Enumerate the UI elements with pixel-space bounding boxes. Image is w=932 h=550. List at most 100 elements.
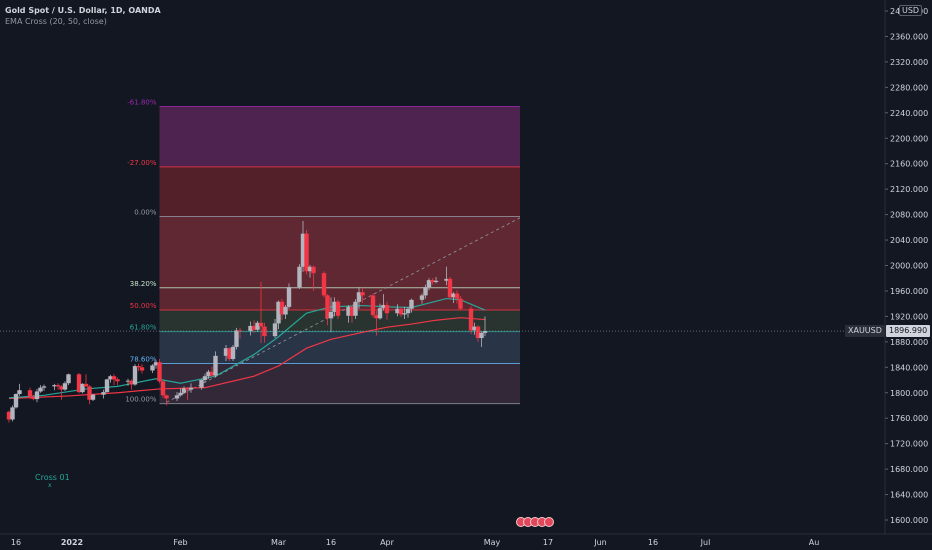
candle-body — [405, 308, 411, 314]
candle-body — [356, 292, 362, 302]
event-icon[interactable] — [544, 517, 554, 527]
candle-body — [482, 331, 488, 333]
candle-body — [458, 298, 463, 309]
candle-body — [468, 308, 474, 331]
candle-body — [304, 233, 309, 272]
candle-body — [300, 233, 306, 267]
price-axis-label: 2080.000 — [890, 211, 928, 220]
time-axis-label: 16 — [11, 538, 21, 547]
candle — [62, 381, 68, 391]
economic-events-markers[interactable] — [516, 517, 554, 529]
candle-body — [279, 301, 285, 315]
candle — [433, 276, 439, 284]
candle-body — [174, 395, 180, 399]
candle — [227, 347, 232, 361]
candle — [276, 300, 281, 330]
indicator-legend[interactable]: EMA Cross (20, 50, close) — [5, 17, 107, 26]
candle-body — [202, 376, 208, 381]
candle-body — [472, 326, 477, 331]
price-axis-label: 1800.000 — [890, 389, 928, 398]
candle-body — [234, 330, 239, 347]
candle — [55, 383, 61, 390]
candle-body — [223, 348, 229, 356]
candle-body — [251, 325, 257, 330]
candle — [279, 298, 285, 321]
candle — [104, 378, 110, 393]
candle-body — [447, 278, 453, 298]
time-axis-label: Feb — [173, 538, 187, 547]
candle — [384, 301, 390, 320]
candle-body — [213, 355, 218, 376]
fib-level-label: 61.80% — [130, 324, 157, 332]
candle-body — [101, 392, 106, 395]
candle-body — [139, 367, 145, 371]
candle — [300, 220, 306, 272]
candle — [150, 364, 155, 374]
price-axis-label: 2120.000 — [890, 185, 928, 194]
candle-body — [80, 383, 85, 393]
candle — [181, 386, 187, 395]
candle-body — [178, 392, 183, 396]
candle-body — [136, 366, 141, 368]
candle-body — [181, 388, 187, 393]
candle — [423, 284, 428, 299]
candle — [468, 306, 474, 335]
candle-body — [433, 280, 439, 283]
last-price-label: 1896.990 — [886, 325, 931, 337]
fib-zone — [159, 166, 520, 217]
candle-body — [111, 376, 117, 380]
candle-body — [346, 306, 351, 316]
currency-label[interactable]: USD — [899, 5, 923, 16]
candle-body — [248, 325, 253, 332]
candle-body — [66, 374, 71, 384]
candle — [202, 373, 208, 383]
candle-body — [311, 266, 316, 274]
candle — [13, 393, 19, 409]
candle-body — [83, 383, 89, 387]
price-axis-label: 1880.000 — [890, 338, 928, 347]
candle-body — [13, 394, 19, 408]
candle — [458, 296, 463, 311]
candle — [206, 369, 211, 379]
candle-body — [52, 385, 57, 387]
candle — [111, 374, 117, 386]
candle-body — [164, 395, 169, 399]
candle — [402, 306, 407, 319]
candle-body — [335, 301, 341, 316]
time-axis-label: 16 — [326, 538, 336, 547]
fib-zone — [159, 363, 520, 404]
fib-level-label: 100.00% — [125, 396, 156, 404]
candle-body — [27, 390, 33, 397]
candle-body — [475, 326, 481, 339]
candle — [160, 380, 166, 398]
candle-body — [395, 308, 400, 314]
candle — [430, 278, 435, 285]
candle-body — [10, 407, 15, 420]
candle-body — [328, 311, 334, 319]
candle — [164, 394, 169, 406]
candle — [199, 378, 204, 390]
candle — [76, 373, 82, 394]
candle-body — [160, 381, 166, 396]
candle-body — [286, 287, 292, 307]
candle — [38, 385, 43, 393]
price-axis-label: 1720.000 — [890, 440, 928, 449]
candle-body — [153, 362, 159, 366]
candle-body — [115, 379, 120, 382]
cross-signal-mark: x — [48, 482, 52, 489]
candle — [136, 363, 141, 372]
candle — [409, 298, 414, 313]
fib-zone — [159, 106, 520, 167]
candle — [328, 297, 334, 333]
fib-level-label: -27.00% — [127, 159, 157, 167]
candle — [311, 265, 316, 291]
candle — [178, 388, 183, 397]
candle — [335, 299, 341, 319]
price-axis-label: 1640.000 — [890, 491, 928, 500]
price-axis-label: 1760.000 — [890, 414, 928, 423]
candle-body — [409, 299, 414, 309]
candle-body — [125, 380, 131, 382]
candle — [475, 325, 481, 342]
candle — [447, 276, 453, 300]
